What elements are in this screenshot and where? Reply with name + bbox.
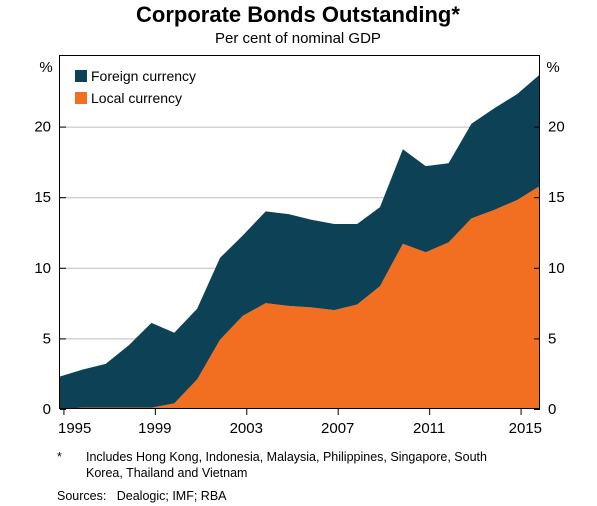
legend-swatch-foreign-currency <box>75 70 87 82</box>
y-tick-label-right-15: 15 <box>548 189 565 206</box>
y-tick-label-right-10: 10 <box>548 260 565 277</box>
plot-frame <box>59 55 540 409</box>
x-tick-label-1999: 1999 <box>138 420 171 437</box>
footnote: Includes Hong Kong, Indonesia, Malaysia,… <box>86 450 487 480</box>
sources: Sources: Dealogic; IMF; RBA <box>57 489 227 503</box>
legend-label-local-currency: Local currency <box>91 90 182 106</box>
y-tick-label-right-0: 0 <box>548 401 556 418</box>
area-foreign-currency <box>60 74 540 410</box>
footnote-marker: * <box>57 450 62 464</box>
y-tick-label-right-20: 20 <box>548 119 565 136</box>
x-tick-label-2011: 2011 <box>413 420 445 437</box>
y-tick-label-left-5: 5 <box>43 330 51 347</box>
y-tick-label-left-0: 0 <box>43 401 51 418</box>
x-tick-label-1995: 1995 <box>58 420 91 437</box>
y-tick-label-left-10: 10 <box>34 260 51 277</box>
y-axis-unit-right: % <box>546 59 559 76</box>
legend: Foreign currency Local currency <box>75 68 196 106</box>
x-tick-label-2015: 2015 <box>509 420 542 437</box>
x-tick-label-2007: 2007 <box>321 420 354 437</box>
y-tick-label-right-5: 5 <box>548 330 556 347</box>
x-tick-label-2003: 2003 <box>230 420 263 437</box>
legend-label-foreign-currency: Foreign currency <box>91 68 196 84</box>
area-local-currency <box>60 185 540 409</box>
y-tick-label-left-20: 20 <box>34 119 51 136</box>
axes: 0 0 5 5 10 10 15 15 20 20 1995 1999 2003 2007 2011 2015 <box>34 119 564 437</box>
legend-swatch-local-currency <box>75 92 87 104</box>
y-tick-label-left-15: 15 <box>34 189 51 206</box>
chart-title: Corporate Bonds Outstanding* <box>136 2 460 27</box>
y-axis-unit-left: % <box>39 59 52 76</box>
chart-subtitle: Per cent of nominal GDP <box>215 30 381 47</box>
plot-areas <box>60 74 540 410</box>
